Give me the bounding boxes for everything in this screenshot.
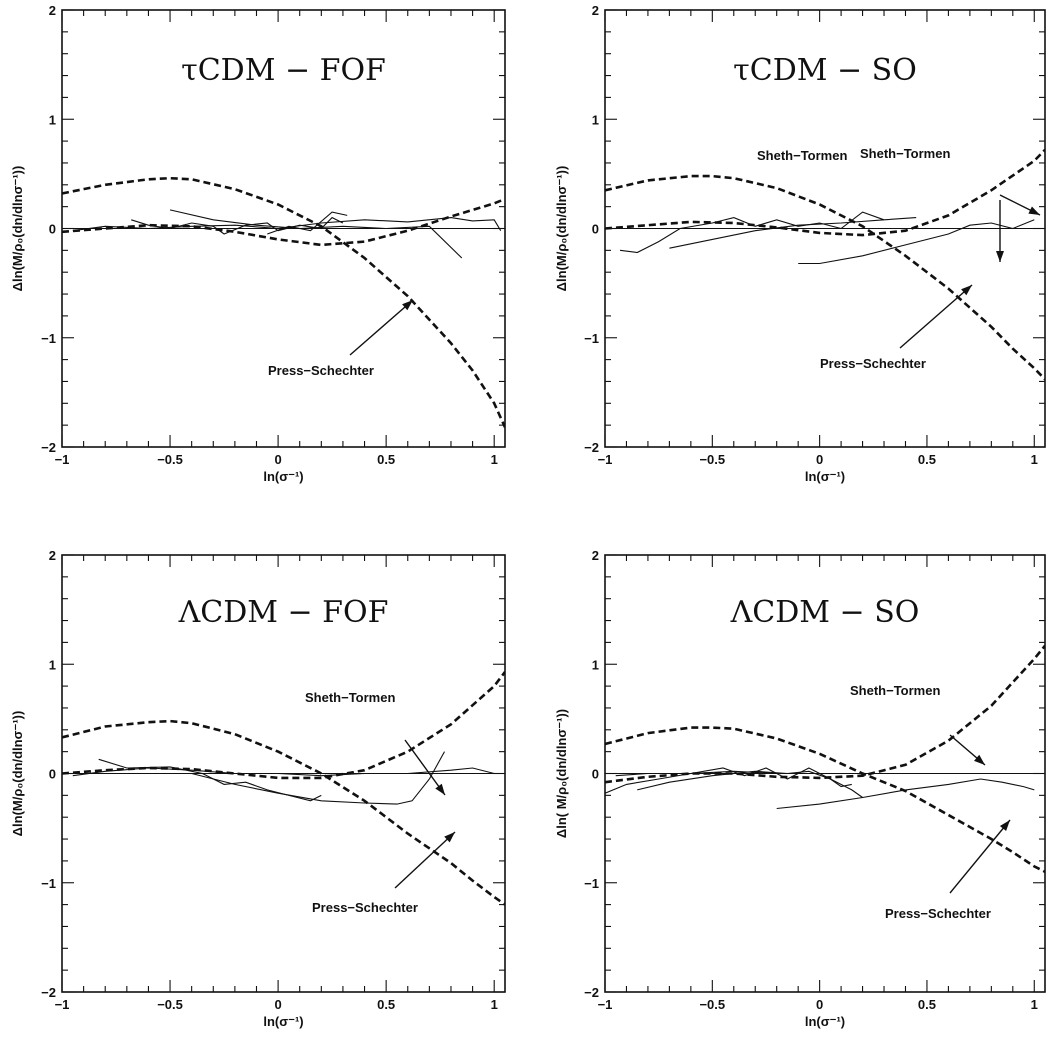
y-tick-label: 1 bbox=[49, 657, 56, 672]
press-schechter-arrowhead bbox=[402, 300, 413, 311]
press-schechter-curve bbox=[62, 719, 505, 906]
simulation-curve bbox=[619, 211, 885, 254]
x-axis-label: ln(σ⁻¹) bbox=[263, 469, 303, 484]
series-group bbox=[605, 148, 1045, 381]
x-tick-label: 0 bbox=[816, 997, 823, 1012]
x-tick-label: 0.5 bbox=[918, 997, 936, 1012]
press-schechter-arrow bbox=[349, 299, 414, 356]
y-axis-label: Δln(M/ρ₀(dn/dlnσ⁻¹)) bbox=[554, 166, 569, 292]
press-schechter-arrow bbox=[949, 819, 1011, 894]
y-tick-label: 2 bbox=[592, 548, 599, 563]
y-tick-label: −2 bbox=[584, 440, 599, 455]
sheth-tormen-arrowhead bbox=[996, 251, 1004, 262]
press-schechter-label: Press−Schechter bbox=[268, 363, 374, 378]
x-tick-label: −0.5 bbox=[157, 452, 183, 467]
y-tick-label: −2 bbox=[41, 440, 56, 455]
press-schechter-arrowhead bbox=[961, 285, 972, 296]
simulation-curve bbox=[615, 770, 1035, 777]
press-schechter-label: Press−Schechter bbox=[312, 900, 418, 915]
y-tick-label: 0 bbox=[49, 767, 56, 782]
press-schechter-label: Press−Schechter bbox=[885, 906, 991, 921]
simulation-curve bbox=[669, 217, 917, 249]
series-group bbox=[62, 671, 505, 906]
press-schechter-curve bbox=[605, 726, 1045, 873]
y-tick-label: −1 bbox=[584, 331, 599, 346]
y-tick-label: 2 bbox=[49, 548, 56, 563]
sheth-tormen-arrowhead bbox=[974, 754, 985, 765]
x-tick-label: 1 bbox=[491, 452, 498, 467]
chart-panel-1: −1 −0.5 0 0.5 1−2−1012ln(σ⁻¹)Δln(M/ρ₀(dn/dln… bbox=[10, 3, 1004, 484]
simulation-curve bbox=[267, 211, 348, 235]
x-tick-label: −0.5 bbox=[699, 452, 725, 467]
y-tick-label: 1 bbox=[592, 657, 599, 672]
series-group bbox=[62, 176, 505, 428]
x-tick-label: 0.5 bbox=[377, 452, 395, 467]
x-tick-label: 1 bbox=[491, 997, 498, 1012]
x-tick-label: −0.5 bbox=[157, 997, 183, 1012]
y-tick-label: −2 bbox=[584, 985, 599, 1000]
x-axis-label: ln(σ⁻¹) bbox=[805, 1014, 845, 1029]
x-tick-label: −1 bbox=[55, 452, 70, 467]
x-tick-label: −1 bbox=[55, 997, 70, 1012]
press-schechter-curve bbox=[62, 176, 505, 428]
press-schechter-arrowhead bbox=[999, 820, 1010, 832]
chart-panel-3: −1 −0.5 0 0.5 1−2−1012ln(σ⁻¹)Δln(M/ρ₀(dn/dln… bbox=[10, 548, 506, 1029]
press-schechter-curve bbox=[605, 174, 1045, 381]
sheth-tormen-label: Sheth−Tormen bbox=[850, 683, 940, 698]
y-tick-label: 1 bbox=[49, 112, 56, 127]
y-tick-label: 0 bbox=[592, 767, 599, 782]
x-tick-label: 1 bbox=[1031, 452, 1038, 467]
sheth-tormen-label: Sheth−Tormen bbox=[860, 146, 950, 161]
y-tick-label: 1 bbox=[592, 112, 599, 127]
simulation-curve bbox=[169, 209, 463, 259]
y-tick-label: 2 bbox=[49, 3, 56, 18]
panel-title: ΛCDM − SO bbox=[730, 595, 920, 630]
simulation-curve bbox=[191, 751, 445, 805]
y-tick-label: 0 bbox=[592, 222, 599, 237]
y-tick-label: −1 bbox=[41, 331, 56, 346]
sheth-tormen-arrowhead bbox=[1028, 206, 1040, 215]
y-axis-label: Δln( M/ρ₀(dn/dlnσ⁻¹)) bbox=[554, 709, 569, 838]
simulation-curve bbox=[72, 767, 495, 777]
x-axis-label: ln(σ⁻¹) bbox=[263, 1014, 303, 1029]
y-tick-label: −1 bbox=[41, 876, 56, 891]
simulation-curve bbox=[131, 216, 344, 235]
series-group bbox=[605, 644, 1045, 873]
sheth-tormen-arrowhead bbox=[435, 783, 445, 795]
simulation-curve bbox=[776, 778, 1035, 810]
panel-title: τCDM − SO bbox=[733, 53, 917, 88]
x-tick-label: 0.5 bbox=[377, 997, 395, 1012]
y-tick-label: 2 bbox=[592, 3, 599, 18]
y-tick-label: 0 bbox=[49, 222, 56, 237]
sheth-tormen-label: Sheth−Tormen bbox=[305, 690, 395, 705]
simulation-curve bbox=[798, 219, 1035, 265]
panel-title: τCDM − FOF bbox=[181, 53, 386, 88]
sheth-tormen-arrow bbox=[404, 739, 446, 796]
x-tick-label: −0.5 bbox=[699, 997, 725, 1012]
press-schechter-arrow bbox=[394, 831, 456, 889]
press-schechter-label: Press−Schechter bbox=[820, 356, 926, 371]
sheth-tormen-label: Sheth−Tormen bbox=[757, 148, 847, 163]
y-tick-label: −2 bbox=[41, 985, 56, 1000]
x-axis-label: ln(σ⁻¹) bbox=[805, 469, 845, 484]
x-tick-label: −1 bbox=[598, 997, 613, 1012]
sheth-tormen-curve bbox=[605, 148, 1045, 237]
y-axis-label: Δln(M/ρ₀(dn/dlnσ⁻¹)) bbox=[10, 166, 25, 292]
x-tick-label: 0.5 bbox=[918, 452, 936, 467]
x-tick-label: 1 bbox=[1031, 997, 1038, 1012]
chart-panel-2: −1 −0.5 0 0.5 1−2−1012ln(σ⁻¹)Δln(M/ρ₀(dn/dln… bbox=[554, 3, 1046, 484]
sheth-tormen-curve bbox=[62, 197, 505, 247]
y-tick-label: −1 bbox=[584, 876, 599, 891]
panel-title: ΛCDM − FOF bbox=[178, 595, 389, 630]
x-tick-label: −1 bbox=[598, 452, 613, 467]
press-schechter-arrow bbox=[899, 284, 973, 349]
x-tick-label: 0 bbox=[274, 452, 281, 467]
x-tick-label: 0 bbox=[274, 997, 281, 1012]
x-tick-label: 0 bbox=[816, 452, 823, 467]
y-axis-label: Δln(M/ρ₀(dn/dlnσ⁻¹)) bbox=[10, 711, 25, 837]
press-schechter-arrowhead bbox=[444, 832, 455, 843]
simulation-curve bbox=[72, 217, 502, 232]
